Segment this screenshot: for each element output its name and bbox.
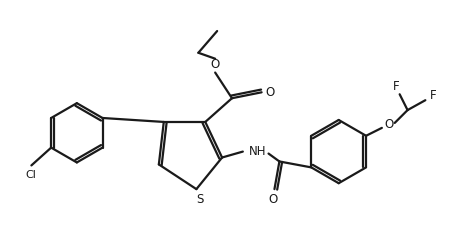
Text: O: O (265, 86, 274, 99)
Text: F: F (393, 80, 399, 93)
Text: O: O (211, 58, 220, 71)
Text: O: O (384, 118, 393, 132)
Text: F: F (430, 89, 436, 102)
Text: S: S (196, 193, 204, 205)
Text: Cl: Cl (25, 170, 36, 180)
Text: O: O (269, 193, 278, 205)
Text: NH: NH (249, 145, 267, 158)
